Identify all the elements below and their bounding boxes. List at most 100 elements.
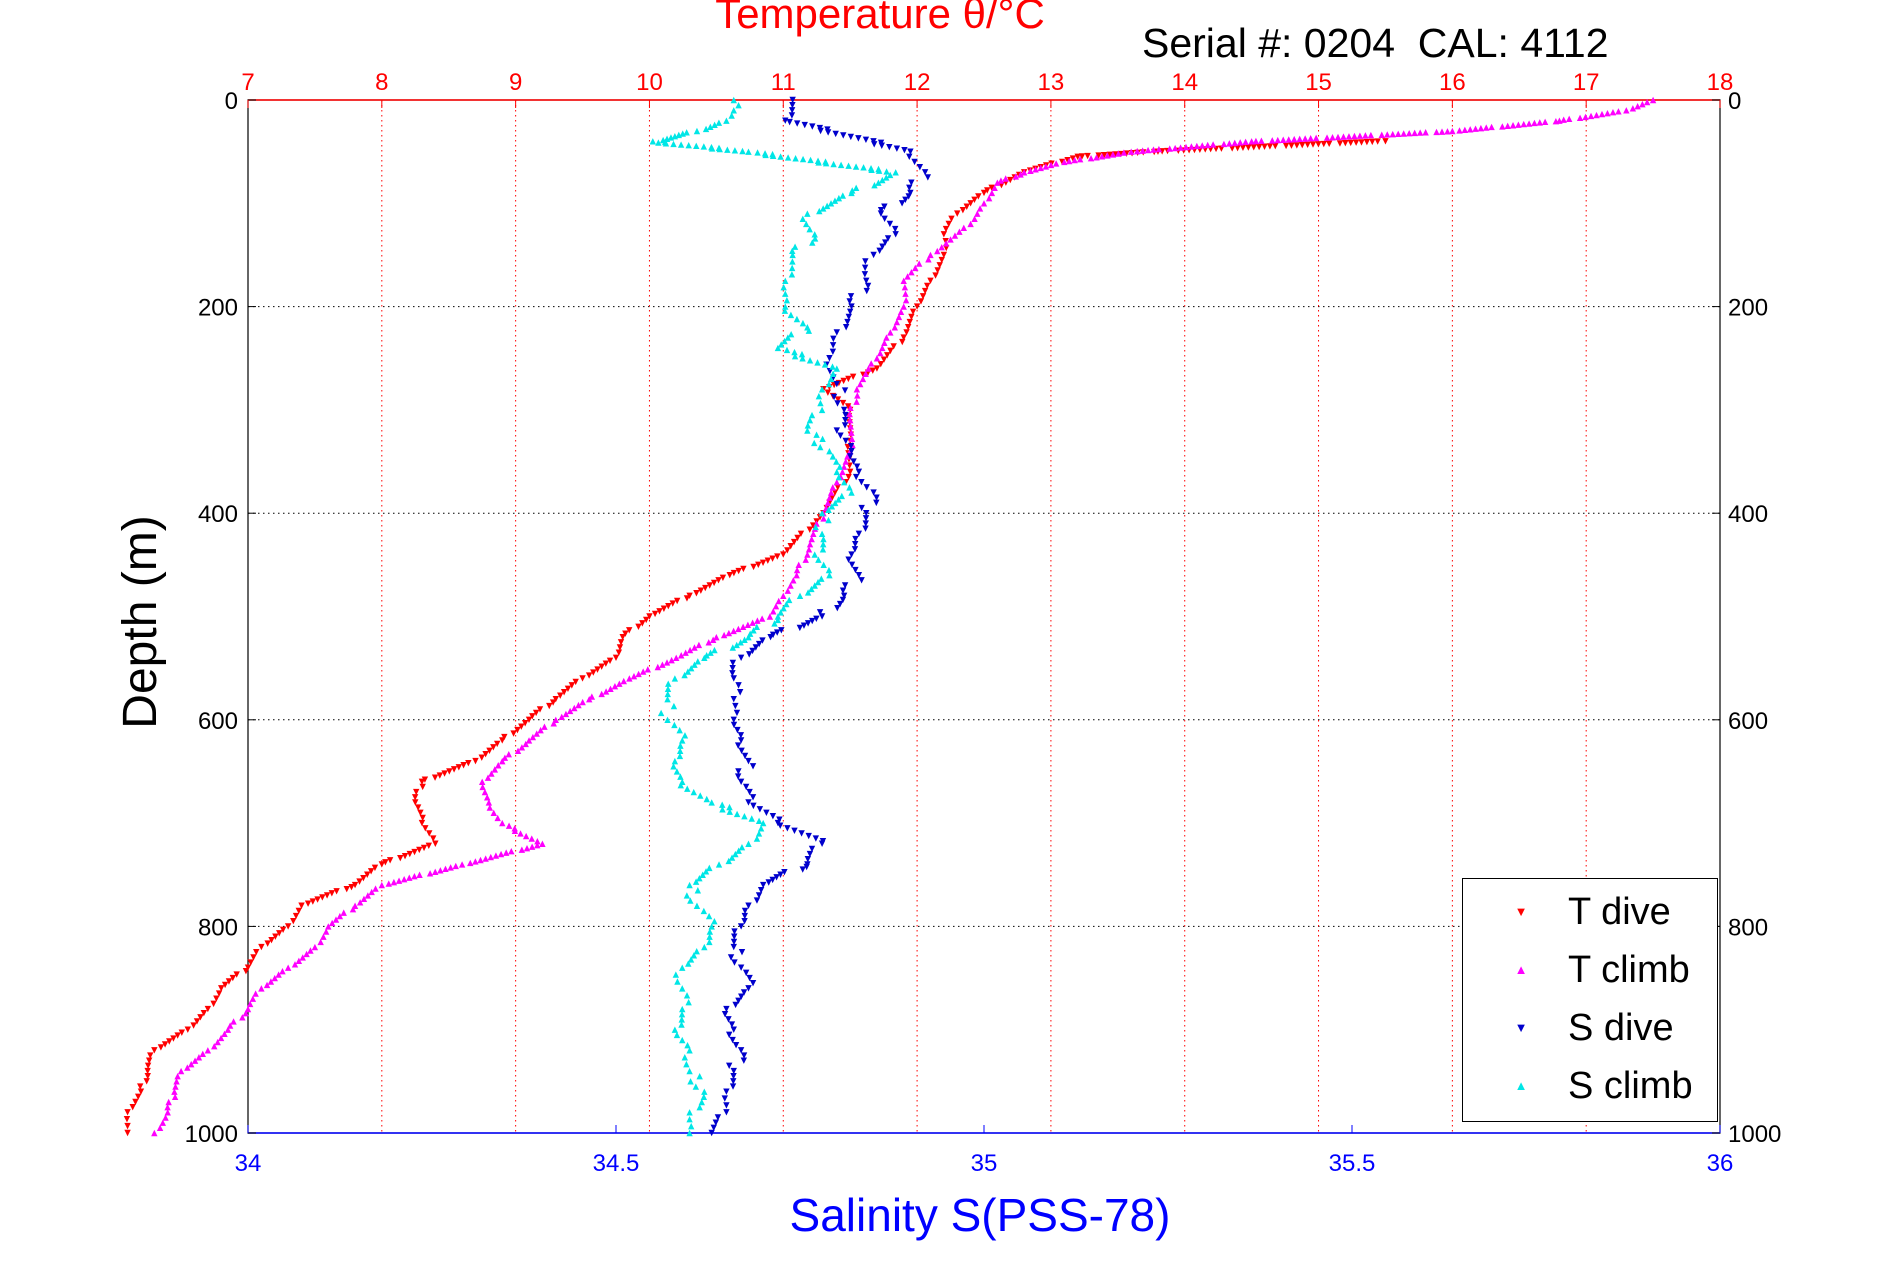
point-s-climb	[677, 141, 685, 148]
point-t-dive	[486, 747, 493, 754]
point-s-dive	[847, 442, 855, 450]
point-s-dive	[855, 571, 863, 579]
point-t-climb	[1188, 143, 1195, 150]
point-t-dive	[258, 943, 265, 951]
point-s-dive	[755, 640, 763, 648]
point-t-dive	[432, 840, 439, 847]
point-t-dive	[465, 759, 472, 767]
point-s-climb	[819, 546, 827, 553]
point-s-dive	[901, 146, 908, 154]
point-t-climb	[1345, 133, 1353, 140]
point-s-dive	[847, 133, 855, 141]
point-t-dive	[917, 298, 925, 305]
point-s-dive	[911, 158, 918, 166]
point-t-dive	[482, 751, 489, 758]
point-s-climb	[670, 702, 678, 710]
point-t-climb	[385, 880, 392, 887]
point-s-dive	[793, 120, 801, 127]
point-s-dive	[906, 184, 913, 192]
point-t-dive	[250, 954, 257, 961]
point-t-climb	[1307, 134, 1314, 142]
point-s-climb	[762, 151, 769, 159]
point-t-climb	[994, 179, 1001, 186]
point-t-dive	[1282, 142, 1290, 150]
point-s-climb	[811, 582, 818, 589]
point-t-dive	[215, 990, 223, 997]
point-t-dive	[419, 783, 426, 791]
point-s-dive	[749, 980, 757, 987]
point-t-climb	[1334, 133, 1342, 141]
point-t-dive	[129, 1103, 136, 1111]
point-s-dive	[800, 622, 808, 629]
point-t-dive	[1074, 153, 1081, 161]
point-t-dive	[221, 981, 229, 989]
point-s-dive	[848, 303, 855, 310]
point-t-dive	[425, 842, 432, 850]
point-s-dive	[908, 179, 915, 186]
point-t-climb	[804, 551, 811, 558]
point-t-climb	[1615, 108, 1622, 115]
point-s-dive	[759, 637, 766, 644]
point-s-dive	[749, 763, 757, 770]
point-t-climb	[754, 617, 761, 624]
point-t-dive	[123, 1116, 131, 1123]
point-s-climb	[725, 857, 732, 865]
point-t-climb	[442, 865, 449, 873]
point-s-climb	[679, 1036, 686, 1044]
point-s-dive	[862, 525, 869, 532]
point-t-climb	[360, 895, 368, 903]
point-s-dive	[863, 510, 870, 517]
point-s-dive	[737, 964, 745, 971]
point-t-dive	[923, 282, 931, 290]
point-s-climb	[686, 1047, 693, 1054]
point-t-dive	[903, 329, 910, 336]
point-t-dive	[880, 356, 888, 363]
point-t-climb	[467, 859, 474, 867]
point-s-climb	[706, 864, 713, 872]
point-s-climb	[769, 152, 777, 159]
point-s-dive	[746, 651, 753, 658]
point-t-climb	[204, 1047, 212, 1054]
point-t-dive	[1320, 140, 1327, 148]
point-t-dive	[934, 267, 941, 274]
point-s-climb	[708, 145, 716, 152]
point-s-climb	[687, 897, 694, 904]
point-s-climb	[833, 468, 840, 476]
point-t-climb	[1291, 135, 1298, 143]
point-t-climb	[960, 224, 967, 232]
point-s-climb	[745, 840, 752, 847]
point-s-climb	[677, 773, 684, 780]
point-t-dive	[367, 868, 375, 875]
point-t-climb	[991, 184, 998, 192]
point-t-climb	[695, 641, 703, 649]
point-t-dive	[884, 352, 891, 359]
point-t-dive	[780, 551, 787, 558]
point-t-dive	[919, 293, 927, 300]
point-s-dive	[781, 868, 788, 876]
point-t-dive	[378, 861, 386, 868]
point-s-climb	[835, 496, 842, 503]
point-t-climb	[1248, 138, 1255, 145]
point-t-dive	[840, 377, 847, 385]
point-s-climb	[706, 933, 713, 940]
point-t-dive	[959, 206, 967, 214]
axis-ticks: 0 0 200 200 400 400 600 600 800 800 1000 1000 7 8 9 10 1…	[185, 69, 1782, 1177]
point-t-dive	[642, 616, 650, 624]
point-s-dive	[853, 463, 861, 470]
point-s-climb	[848, 189, 855, 197]
point-s-dive	[726, 1062, 733, 1070]
point-s-dive	[728, 1021, 736, 1028]
point-s-climb	[837, 161, 845, 169]
point-t-climb	[1504, 122, 1511, 130]
point-t-dive	[615, 649, 623, 656]
point-s-climb	[671, 757, 679, 765]
point-t-climb	[490, 809, 497, 816]
point-t-climb	[1623, 107, 1630, 114]
point-s-climb	[845, 162, 852, 169]
point-s-climb	[789, 247, 796, 255]
point-t-dive	[272, 933, 279, 940]
point-t-climb	[571, 704, 578, 712]
point-t-climb	[1576, 114, 1584, 122]
point-t-climb	[1285, 136, 1292, 143]
